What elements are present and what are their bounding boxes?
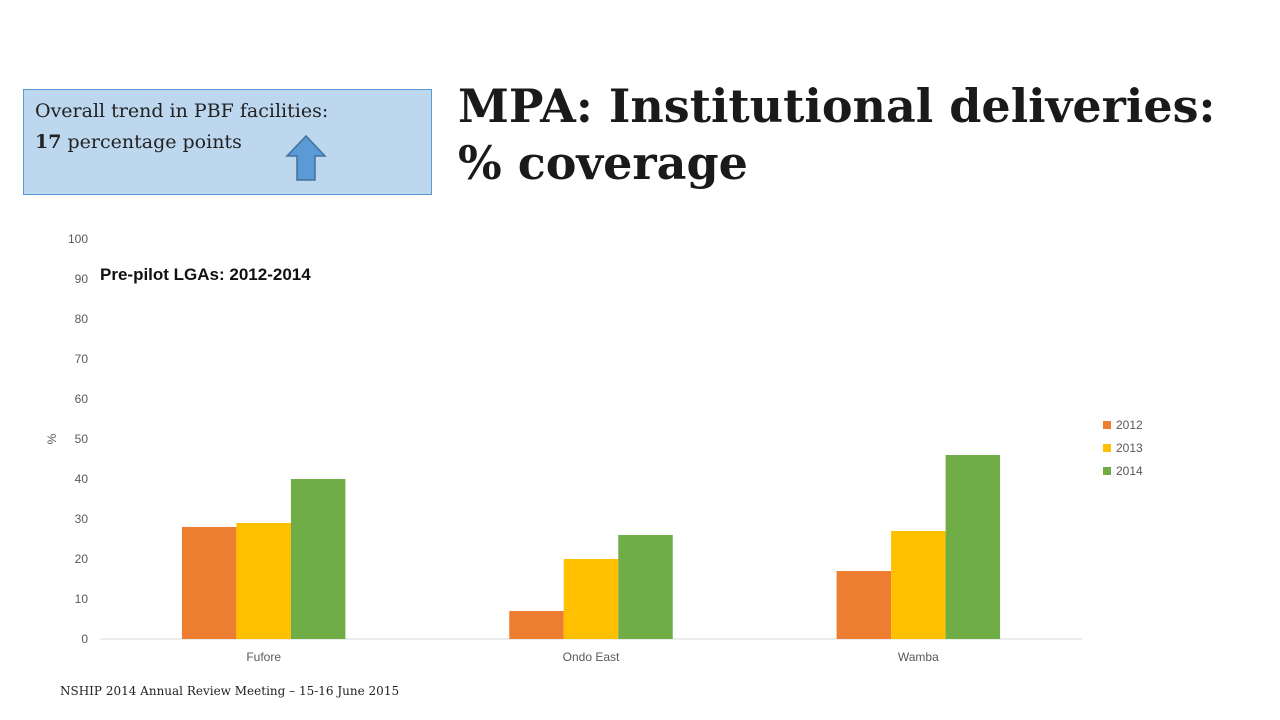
legend-swatch — [1103, 467, 1111, 475]
y-tick-label: 10 — [75, 592, 89, 606]
y-axis-label: % — [45, 433, 59, 444]
y-tick-label: 80 — [75, 312, 89, 326]
chart-title: Pre-pilot LGAs: 2012-2014 — [100, 265, 311, 284]
x-tick-label: Wamba — [898, 650, 939, 664]
callout-text: Overall trend in PBF facilities: — [35, 100, 329, 122]
y-tick-label: 30 — [75, 512, 89, 526]
y-tick-label: 100 — [68, 232, 88, 246]
y-tick-label: 60 — [75, 392, 89, 406]
y-tick-label: 40 — [75, 472, 89, 486]
y-tick-label: 20 — [75, 552, 89, 566]
bar-chart: 0 10 20 30 40 50 60 70 80 90 100% Fufore Ondo East Wa… — [45, 232, 1143, 664]
legend-label: 2013 — [1116, 441, 1143, 455]
legend-swatch — [1103, 444, 1111, 452]
title-line-1: MPA: Institutional deliveries: — [458, 79, 1216, 133]
callout-value-line: 17 percentage points — [35, 131, 242, 153]
bar — [290, 479, 346, 639]
y-tick-label: 90 — [75, 272, 89, 286]
x-tick-label: Ondo East — [563, 650, 620, 664]
legend-swatch — [1103, 421, 1111, 429]
y-tick-label: 70 — [75, 352, 89, 366]
bar — [509, 611, 564, 639]
bar — [563, 559, 619, 639]
title-line-2: % coverage — [458, 136, 748, 190]
legend-label: 2012 — [1116, 418, 1143, 432]
bar — [236, 523, 291, 639]
bar — [891, 531, 946, 639]
callout-unit-text: percentage points — [61, 131, 242, 153]
bar — [945, 455, 1001, 639]
slide-title: MPA: Institutional deliveries: % coverag… — [458, 78, 1258, 192]
y-tick-label: 50 — [75, 432, 89, 446]
up-arrow-icon — [285, 134, 327, 181]
legend-label: 2014 — [1116, 464, 1143, 478]
bar — [181, 527, 237, 639]
callout-number: 17 — [35, 131, 62, 153]
x-tick-label: Fufore — [246, 650, 281, 664]
trend-callout: Overall trend in PBF facilities: 17 perc… — [23, 89, 432, 195]
y-tick-label: 0 — [81, 632, 88, 646]
bar — [836, 571, 892, 639]
bar — [618, 535, 673, 639]
footer-text: NSHIP 2014 Annual Review Meeting – 15-16… — [60, 684, 400, 698]
